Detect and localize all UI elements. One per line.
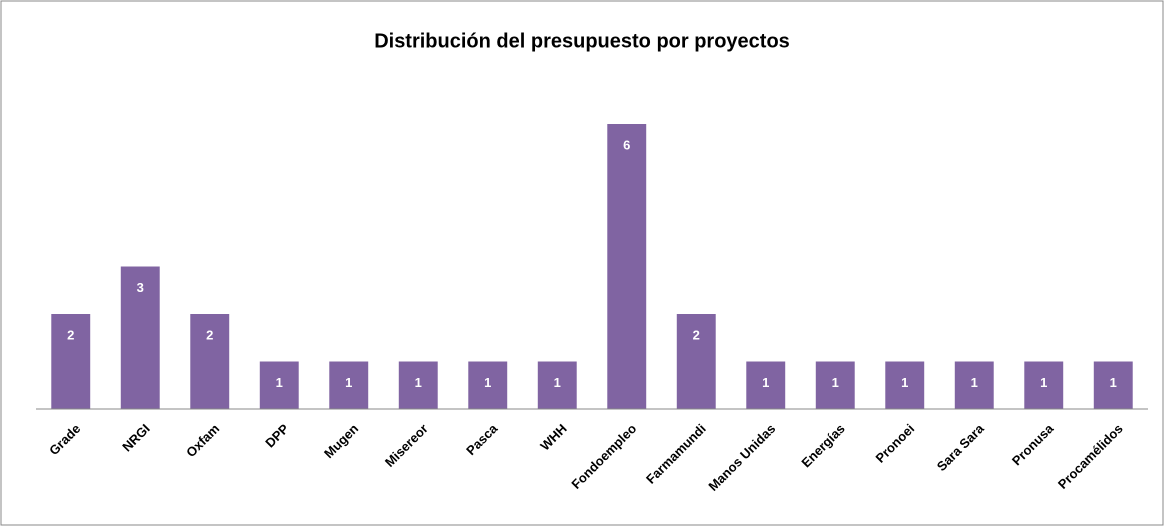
bar (1093, 361, 1133, 409)
bar (537, 361, 577, 409)
bar (329, 361, 369, 409)
bar (815, 361, 855, 409)
bar (468, 361, 508, 409)
data-label: 1 (554, 375, 561, 390)
data-label: 6 (623, 137, 630, 152)
bar (51, 314, 91, 409)
data-label: 1 (1110, 375, 1117, 390)
bar (607, 124, 647, 409)
data-label: 1 (345, 375, 352, 390)
bar (190, 314, 230, 409)
data-label: 1 (415, 375, 422, 390)
data-label: 2 (693, 327, 700, 342)
data-label: 1 (1040, 375, 1047, 390)
bar (259, 361, 299, 409)
data-label: 1 (762, 375, 769, 390)
data-label: 1 (484, 375, 491, 390)
bar (120, 266, 160, 409)
chart-title: Distribución del presupuesto por proyect… (374, 30, 790, 52)
data-label: 3 (137, 280, 144, 295)
data-label: 1 (832, 375, 839, 390)
bar (885, 361, 925, 409)
data-label: 2 (67, 327, 74, 342)
data-label: 1 (901, 375, 908, 390)
bar (398, 361, 438, 409)
bar (746, 361, 786, 409)
bar (1024, 361, 1064, 409)
data-label: 2 (206, 327, 213, 342)
bar (676, 314, 716, 409)
data-label: 1 (971, 375, 978, 390)
bar (954, 361, 994, 409)
data-label: 1 (276, 375, 283, 390)
